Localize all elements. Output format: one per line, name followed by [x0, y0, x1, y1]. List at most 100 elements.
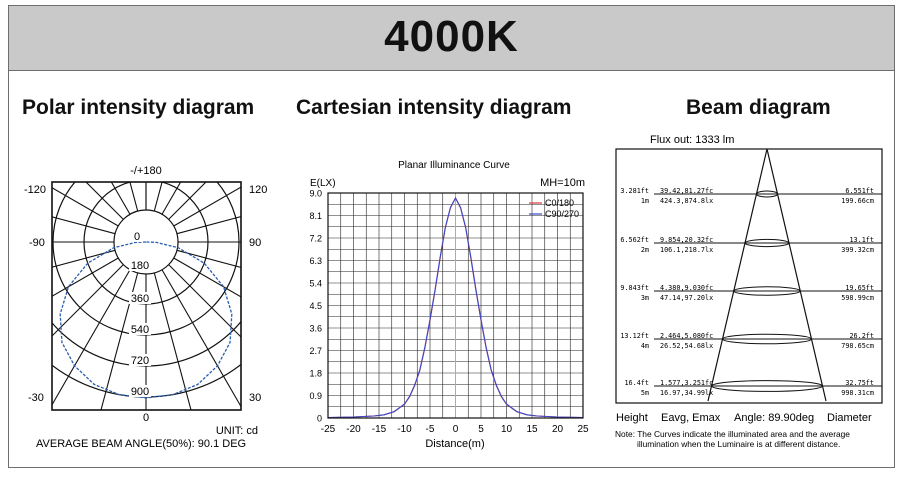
beam-cone: [707, 148, 827, 402]
cartesian-x-tick: -5: [426, 424, 435, 435]
beam-ellipse: [744, 238, 790, 248]
cartesian-series-line-c90: [327, 196, 584, 419]
beam-row-eavg-fc: 2.464,5.080fc: [660, 332, 713, 340]
polar-grid-spoke: [176, 249, 241, 269]
cartesian-x-tick: 10: [501, 424, 513, 435]
cartesian-x-tick: 25: [577, 424, 589, 435]
polar-label-bg: [129, 385, 151, 397]
polar-grid-spoke: [168, 182, 207, 220]
beam-row-height-m: 1m: [641, 197, 649, 205]
polar-grid-spoke: [52, 249, 116, 268]
polar-angle-label-upper-left: -120: [24, 184, 46, 196]
cartesian-y-tick: 2.7: [309, 346, 322, 356]
polar-grid-spoke: [52, 269, 131, 406]
legend-label-c90: C90/270: [545, 209, 579, 219]
polar-grid-spoke: [110, 182, 131, 215]
beam-frame: [615, 148, 883, 404]
cartesian-mh: MH=10m: [540, 177, 585, 189]
polar-ring-label: 900: [131, 386, 149, 398]
polar-section-title: Polar intensity diagram: [22, 96, 255, 119]
legend-label-c0: C0/180: [545, 198, 574, 208]
beam-flux: Flux out: 1333 lm: [650, 134, 734, 146]
cartesian-x-tick: 15: [526, 424, 538, 435]
polar-angle-label-mid-right: 90: [249, 237, 261, 249]
beam-diagram: Flux out: 1333 lm 3.281ft 1m 39.42,81.27fc…: [615, 134, 883, 449]
polar-grid-spoke: [161, 269, 241, 408]
beam-row-eavg-lx: 106.1,218.7lx: [660, 246, 713, 254]
beam-row-eavg-fc: 9.854,20.32fc: [660, 236, 713, 244]
polar-grid-spoke: [153, 272, 192, 410]
beam-row-diameter-ft: 26.2ft: [849, 332, 874, 340]
polar-grid-spoke: [168, 264, 241, 338]
cartesian-y-tick: 3.6: [309, 324, 322, 334]
cartesian-x-tick: 20: [552, 424, 564, 435]
polar-angle-label-lower-right: 30: [249, 392, 261, 404]
beam-row-eavg-lx: 47.14,97.20lx: [660, 294, 713, 302]
beam-footer-eavg: Eavg, Emax: [661, 412, 721, 424]
beam-row-eavg-lx: 26.52,54.68lx: [660, 342, 713, 350]
polar-angle-label-top: -/+180: [130, 165, 162, 177]
polar-unit: UNIT: cd: [216, 425, 258, 437]
polar-grid-spoke: [173, 186, 241, 227]
polar-ring-label: 540: [131, 324, 149, 336]
beam-row-diameter-ft: 32.75ft: [845, 379, 874, 387]
polar-average-beam-angle: AVERAGE BEAM ANGLE(50%): 90.1 DEG: [36, 438, 246, 450]
beam-row-diameter-ft: 6.551ft: [845, 187, 874, 195]
polar-angle-label-bottom: 0: [143, 412, 149, 424]
polar-label-bg: [129, 354, 151, 366]
beam-row-diameter-cm: 399.32cm: [841, 246, 874, 254]
beam-row-height-m: 4m: [641, 342, 649, 350]
polar-ring-label: 0: [134, 231, 140, 243]
beam-row-eavg-fc: 39.42,81.27fc: [660, 187, 713, 195]
beam-rows: 3.281ft 1m 39.42,81.27fc 424.3,874.8lx 6.551…: [620, 187, 882, 397]
cartesian-y-tick: 1.8: [309, 369, 322, 379]
beam-footer-height: Height: [616, 412, 648, 424]
beam-row-diameter-cm: 998.31cm: [841, 389, 874, 397]
cartesian-x-tick: -25: [321, 424, 336, 435]
cartesian-y-tick: 6.3: [309, 256, 322, 266]
header-bar: 4000K: [9, 6, 894, 71]
polar-label-bg: [129, 323, 151, 335]
beam-row-height-ft: 16.4ft: [624, 379, 649, 387]
polar-grid-spoke: [52, 187, 119, 227]
cartesian-x-tick: -20: [346, 424, 361, 435]
cartesian-y-tick: 9.0: [309, 189, 322, 199]
beam-note-line1: Note: The Curves indicate the illuminate…: [615, 429, 850, 439]
polar-grid-spoke: [52, 257, 119, 297]
polar-grid-spoke: [161, 182, 182, 215]
beam-row-eavg-lx: 16.97,34.99lx: [660, 389, 713, 397]
beam-ellipse: [755, 190, 779, 198]
cartesian-x-tick: 0: [453, 424, 459, 435]
beam-row-height-ft: 9.843ft: [620, 284, 649, 292]
polar-ring-label: 360: [131, 293, 149, 305]
cartesian-ylabel: E(LX): [310, 178, 336, 189]
beam-row-height-m: 2m: [641, 246, 649, 254]
cartesian-x-tick: -15: [372, 424, 387, 435]
polar-grid-spoke: [153, 182, 163, 212]
polar-angle-label-mid-left: -90: [29, 237, 45, 249]
beam-row-height-ft: 3.281ft: [620, 187, 649, 195]
cartesian-xlabel: Distance(m): [425, 438, 484, 450]
beam-row-eavg-fc: 4.380,9.030fc: [660, 284, 713, 292]
polar-grid-spoke: [100, 272, 139, 410]
polar-angle-label-upper-right: 120: [249, 184, 267, 196]
beam-ellipse: [722, 333, 812, 345]
cartesian-diagram: Planar Illuminance Curve E(LX) MH=10m -2…: [309, 160, 589, 450]
cartesian-grid: [327, 192, 584, 419]
cartesian-section-title: Cartesian intensity diagram: [296, 96, 572, 119]
beam-row-diameter-cm: 199.66cm: [841, 197, 874, 205]
beam-row-diameter-cm: 598.99cm: [841, 294, 874, 302]
beam-ellipse: [733, 286, 801, 296]
beam-row-diameter-ft: 13.1ft: [849, 236, 874, 244]
beam-row-diameter-cm: 798.65cm: [841, 342, 874, 350]
polar-grid-spoke: [52, 216, 116, 235]
polar-label-bg: [129, 292, 151, 304]
polar-diagram: 0 180 360 540 720 900 -/+180 -120 120 -9…: [24, 165, 267, 450]
cartesian-y-tick: 0.9: [309, 391, 322, 401]
beam-row-height-ft: 13.12ft: [620, 332, 649, 340]
polar-grid-spoke: [85, 182, 124, 220]
cartesian-y-tick: 8.1: [309, 211, 322, 221]
cartesian-series: [327, 196, 584, 419]
beam-row-height-m: 3m: [641, 294, 649, 302]
